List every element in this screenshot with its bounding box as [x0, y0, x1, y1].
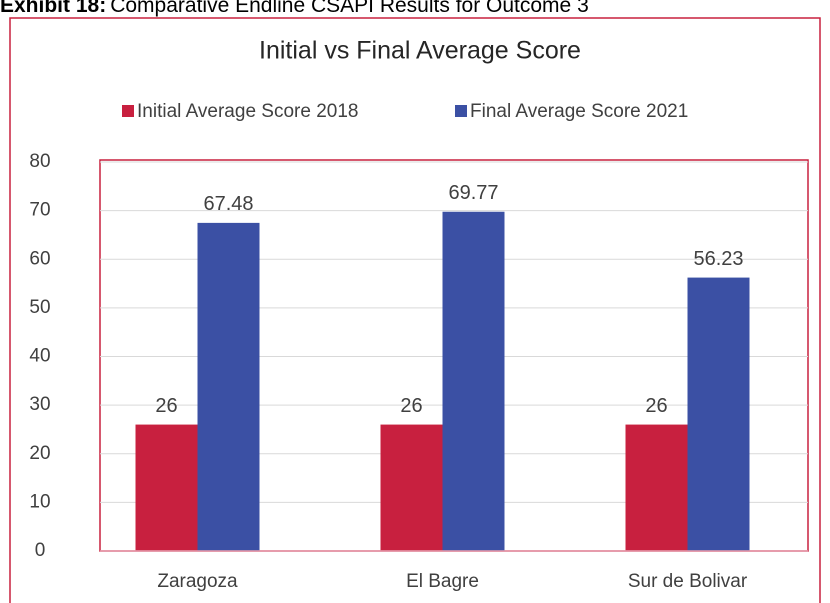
y-tick-label: 30: [29, 394, 50, 415]
x-tick-label: El Bagre: [406, 571, 479, 592]
y-tick-label: 60: [29, 248, 50, 269]
x-tick-label: Sur de Bolivar: [628, 571, 748, 592]
y-tick-label: 0: [35, 540, 46, 561]
y-tick-label: 20: [29, 443, 50, 464]
data-label: 26: [645, 395, 667, 417]
y-tick-label: 10: [29, 491, 50, 512]
chart-title: Initial vs Final Average Score: [259, 37, 581, 65]
y-tick-label: 70: [29, 200, 50, 221]
legend-swatch: [455, 105, 467, 117]
y-tick-label: 40: [29, 346, 50, 367]
bar: [442, 211, 505, 551]
data-label: 69.77: [448, 182, 498, 204]
exhibit-caption: Comparative Endline CSAPI Results for Ou…: [110, 0, 589, 17]
page-caption: Exhibit 18: Comparative Endline CSAPI Res…: [0, 0, 589, 17]
y-tick-label: 50: [29, 297, 50, 318]
bar: [197, 222, 260, 552]
data-label: 67.48: [203, 193, 253, 215]
data-label: 26: [400, 395, 422, 417]
x-tick-label: Zaragoza: [157, 571, 238, 592]
bar: [380, 424, 443, 551]
bar: [687, 277, 750, 551]
y-tick-label: 80: [29, 151, 50, 172]
bar: [135, 424, 198, 551]
legend-label: Initial Average Score 2018: [137, 101, 358, 122]
bar: [625, 424, 688, 551]
chart-frame: [9, 17, 821, 603]
legend-label: Final Average Score 2021: [470, 101, 688, 122]
data-label: 26: [155, 395, 177, 417]
data-label: 56.23: [693, 248, 743, 270]
legend-swatch: [122, 105, 134, 117]
exhibit-label: Exhibit 18:: [0, 0, 106, 17]
